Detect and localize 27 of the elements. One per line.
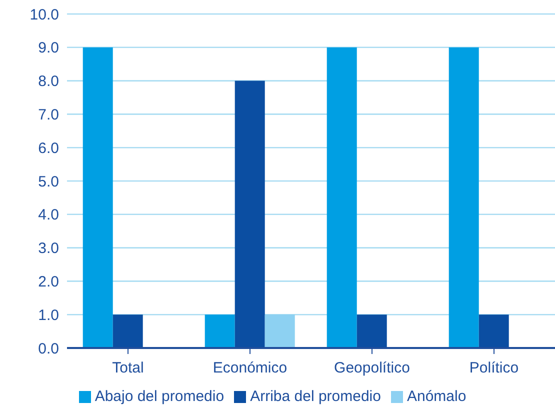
y-tick-label: 3.0 <box>38 240 59 258</box>
y-tick-label: 8.0 <box>38 73 59 90</box>
y-tick-label: 10.0 <box>30 6 59 24</box>
legend-label: Arriba del promedio <box>250 388 381 405</box>
x-tick-label: Político <box>469 360 519 377</box>
bar <box>82 47 113 348</box>
x-tick-label: Total <box>112 360 144 377</box>
bar <box>448 47 479 348</box>
y-tick-label: 5.0 <box>38 173 59 190</box>
legend-label: Anómalo <box>406 388 466 405</box>
bar <box>478 314 509 348</box>
y-tick-label: 1.0 <box>38 306 59 324</box>
bar <box>204 314 235 348</box>
y-tick-label: 2.0 <box>38 274 59 291</box>
bar <box>356 314 387 348</box>
bar <box>112 314 143 348</box>
bar <box>264 314 295 348</box>
y-tick-label: 4.0 <box>38 206 59 224</box>
x-tick-label: Económico <box>212 360 288 377</box>
legend-label: Abajo del promedio <box>94 388 224 405</box>
y-tick-label: 6.0 <box>38 140 59 157</box>
x-tick-label: Geopolítico <box>334 360 410 377</box>
bar <box>234 80 265 348</box>
y-tick-label: 7.0 <box>38 106 59 124</box>
bar <box>326 47 357 348</box>
y-tick-label: 9.0 <box>38 40 59 57</box>
y-tick-label: 0.0 <box>38 340 59 358</box>
